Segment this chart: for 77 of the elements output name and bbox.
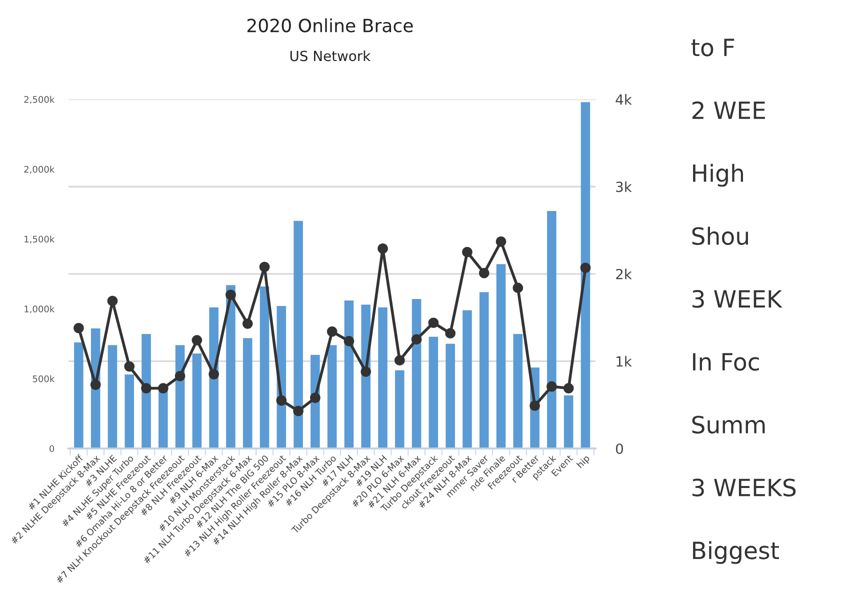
y-tick-label: 1,000k [24,305,55,314]
point [563,383,574,394]
point [580,262,591,274]
point [310,392,320,404]
text: to F [691,38,734,56]
point [174,370,186,382]
bar [124,374,134,448]
y-tick-label: 500k [32,375,55,382]
point [226,290,236,300]
point [73,322,84,334]
text: Summ [692,416,765,434]
point [158,383,168,394]
point [445,328,456,338]
bar [74,342,84,448]
bar [564,395,574,448]
bar [344,300,354,448]
point [90,380,101,390]
bar [108,345,118,448]
text: Shou [692,226,748,245]
point [411,334,422,345]
point [293,406,304,416]
y-tick-label: 2,500k [24,96,55,104]
text: In Foc [693,353,759,371]
bar [547,211,556,448]
bar [226,285,236,448]
point [259,262,270,272]
point [192,335,202,346]
point [360,366,372,377]
bar [580,102,590,448]
point [208,369,220,380]
point [326,326,338,337]
chart-subtitle: US Network [290,50,371,62]
y-tick-label: 1,500k [24,236,55,244]
bar [446,344,455,448]
text: 3 WEEKS [692,478,796,496]
bar [428,336,438,448]
bar [242,338,252,448]
point [512,282,524,294]
point [107,296,118,306]
point [496,236,506,247]
bar [142,334,151,448]
bar [479,292,489,448]
point [124,361,135,372]
point [378,243,388,254]
bar [192,354,202,448]
point [530,400,540,411]
point [462,246,472,258]
text: Biggest [693,541,779,564]
bar [412,299,422,448]
y-tick-label: 2,000k [24,166,55,174]
bar [294,220,303,448]
y2-tick-label: 1k [616,356,632,366]
point [141,383,152,394]
point [546,381,557,392]
bar [260,286,270,448]
chart-title: 2020 Online Brace [247,18,413,32]
y2-tick-label: 4k [616,94,632,105]
y2-tick-label: 3k [616,181,632,192]
y2-tick-label: 2k [616,268,632,280]
y-tick-label: 0 [50,445,54,452]
bar [462,310,472,448]
point [276,395,287,406]
text: 2 WEE [692,101,765,119]
bar [496,264,506,448]
text: High [693,164,744,187]
point [478,268,490,278]
point [344,336,354,346]
bar [513,334,523,448]
bar [378,307,388,448]
point [428,318,439,328]
x-tick-label: hip [576,454,592,470]
y2-tick-label: 0 [616,443,623,454]
point [394,355,405,366]
bar [395,370,404,448]
point [242,318,253,329]
text: 3 WEEK [692,290,782,308]
bar [327,345,337,448]
